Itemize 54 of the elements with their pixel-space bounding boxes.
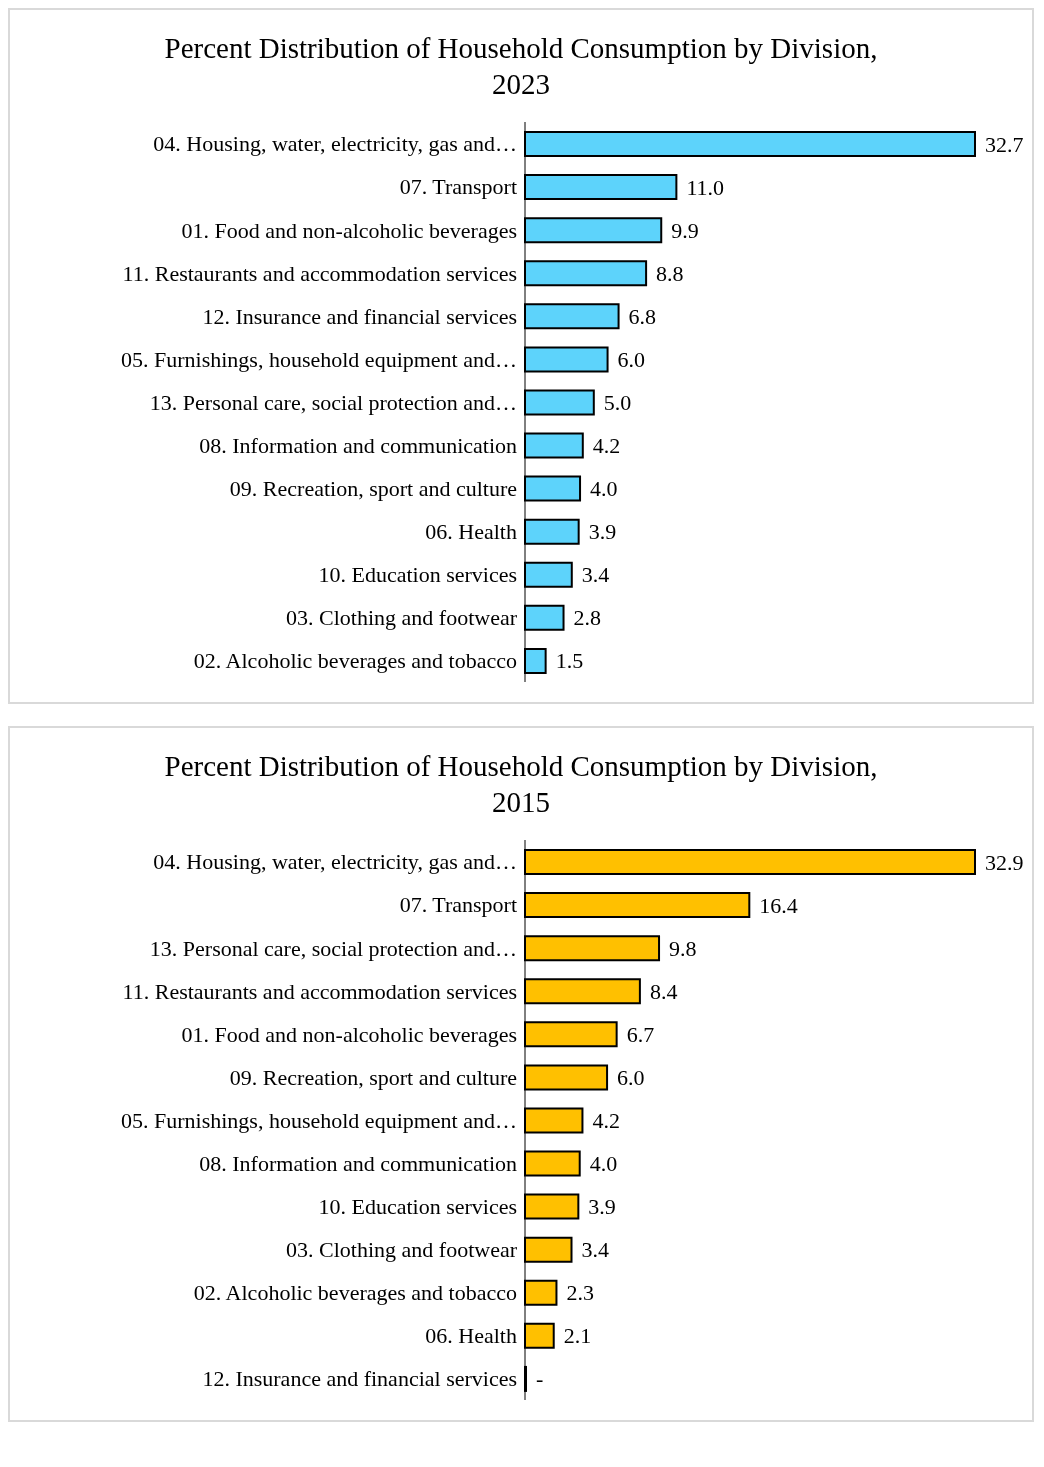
data-label: 6.0 [617,1064,645,1090]
data-label: 16.4 [759,892,798,918]
y-tick-label: 10. Education services [318,1193,517,1219]
data-label: 6.7 [626,1021,655,1047]
data-label: 2.8 [573,605,602,631]
y-tick-label: 08. Information and communication [199,432,517,458]
data-label: 11.0 [686,174,725,200]
data-label: 3.4 [581,562,610,588]
data-label: 4.0 [589,1151,618,1177]
y-tick-label: 11. Restaurants and accommodation services [122,978,517,1004]
data-label: 2.3 [566,1280,594,1306]
y-tick-label: 06. Health [425,1323,517,1349]
y-tick-label: 12. Insurance and financial services [202,303,517,329]
data-label: 9.8 [669,935,697,961]
data-label: 3.9 [588,1194,616,1220]
y-tick-label: 07. Transport [399,174,517,200]
data-label: 6.0 [617,346,646,372]
y-tick-label: 07. Transport [399,892,517,918]
data-label: 8.8 [656,260,684,286]
data-label: 4.2 [592,1107,620,1133]
y-tick-label: 11. Restaurants and accommodation services [122,260,517,286]
y-tick-label: 03. Clothing and footwear [286,1237,518,1263]
y-tick-label: 12. Insurance and financial services [202,1366,517,1392]
data-label: 32.7 [985,131,1024,157]
data-label: 9.9 [671,217,699,243]
y-tick-label: 02. Alcoholic beverages and tobacco [193,1280,517,1306]
y-tick-label: 01. Food and non-alcoholic beverages [181,217,517,243]
data-label: - [536,1366,544,1392]
y-tick-label: 06. Health [425,519,517,545]
data-label: 2.1 [563,1323,592,1349]
data-label: 8.4 [649,978,678,1004]
data-label: 3.9 [588,519,617,545]
data-label: 32.9 [985,849,1024,875]
data-label: 4.2 [592,433,621,459]
data-label: 4.0 [590,476,618,502]
data-label: 6.8 [628,303,657,329]
y-tick-label: 04. Housing, water, electricity, gas and… [153,849,517,875]
data-label: 1.5 [555,648,584,674]
y-tick-label: 01. Food and non-alcoholic beverages [181,1021,517,1047]
data-label: 3.4 [581,1237,609,1263]
y-tick-label: 03. Clothing and footwear [286,605,518,631]
y-tick-label: 13. Personal care, social protection and… [149,389,517,415]
y-tick-label: 04. Housing, water, electricity, gas and… [153,131,517,157]
y-tick-label: 05. Furnishings, household equipment and… [121,1107,517,1133]
y-tick-label: 02. Alcoholic beverages and tobacco [193,648,517,674]
y-tick-label: 09. Recreation, sport and culture [229,1064,517,1090]
y-tick-label: 13. Personal care, social protection and… [149,935,517,961]
chart-title: Percent Distribution of Household Consumption by Division, 2023 [163,31,879,102]
chart-title: Percent Distribution of Household Consumption by Division, 2015 [163,749,879,820]
data-label: 5.0 [603,389,632,415]
y-tick-label: 08. Information and communication [199,1150,517,1176]
y-tick-label: 09. Recreation, sport and culture [229,475,517,501]
y-tick-label: 10. Education services [318,562,517,588]
y-tick-label: 05. Furnishings, household equipment and… [121,346,517,372]
